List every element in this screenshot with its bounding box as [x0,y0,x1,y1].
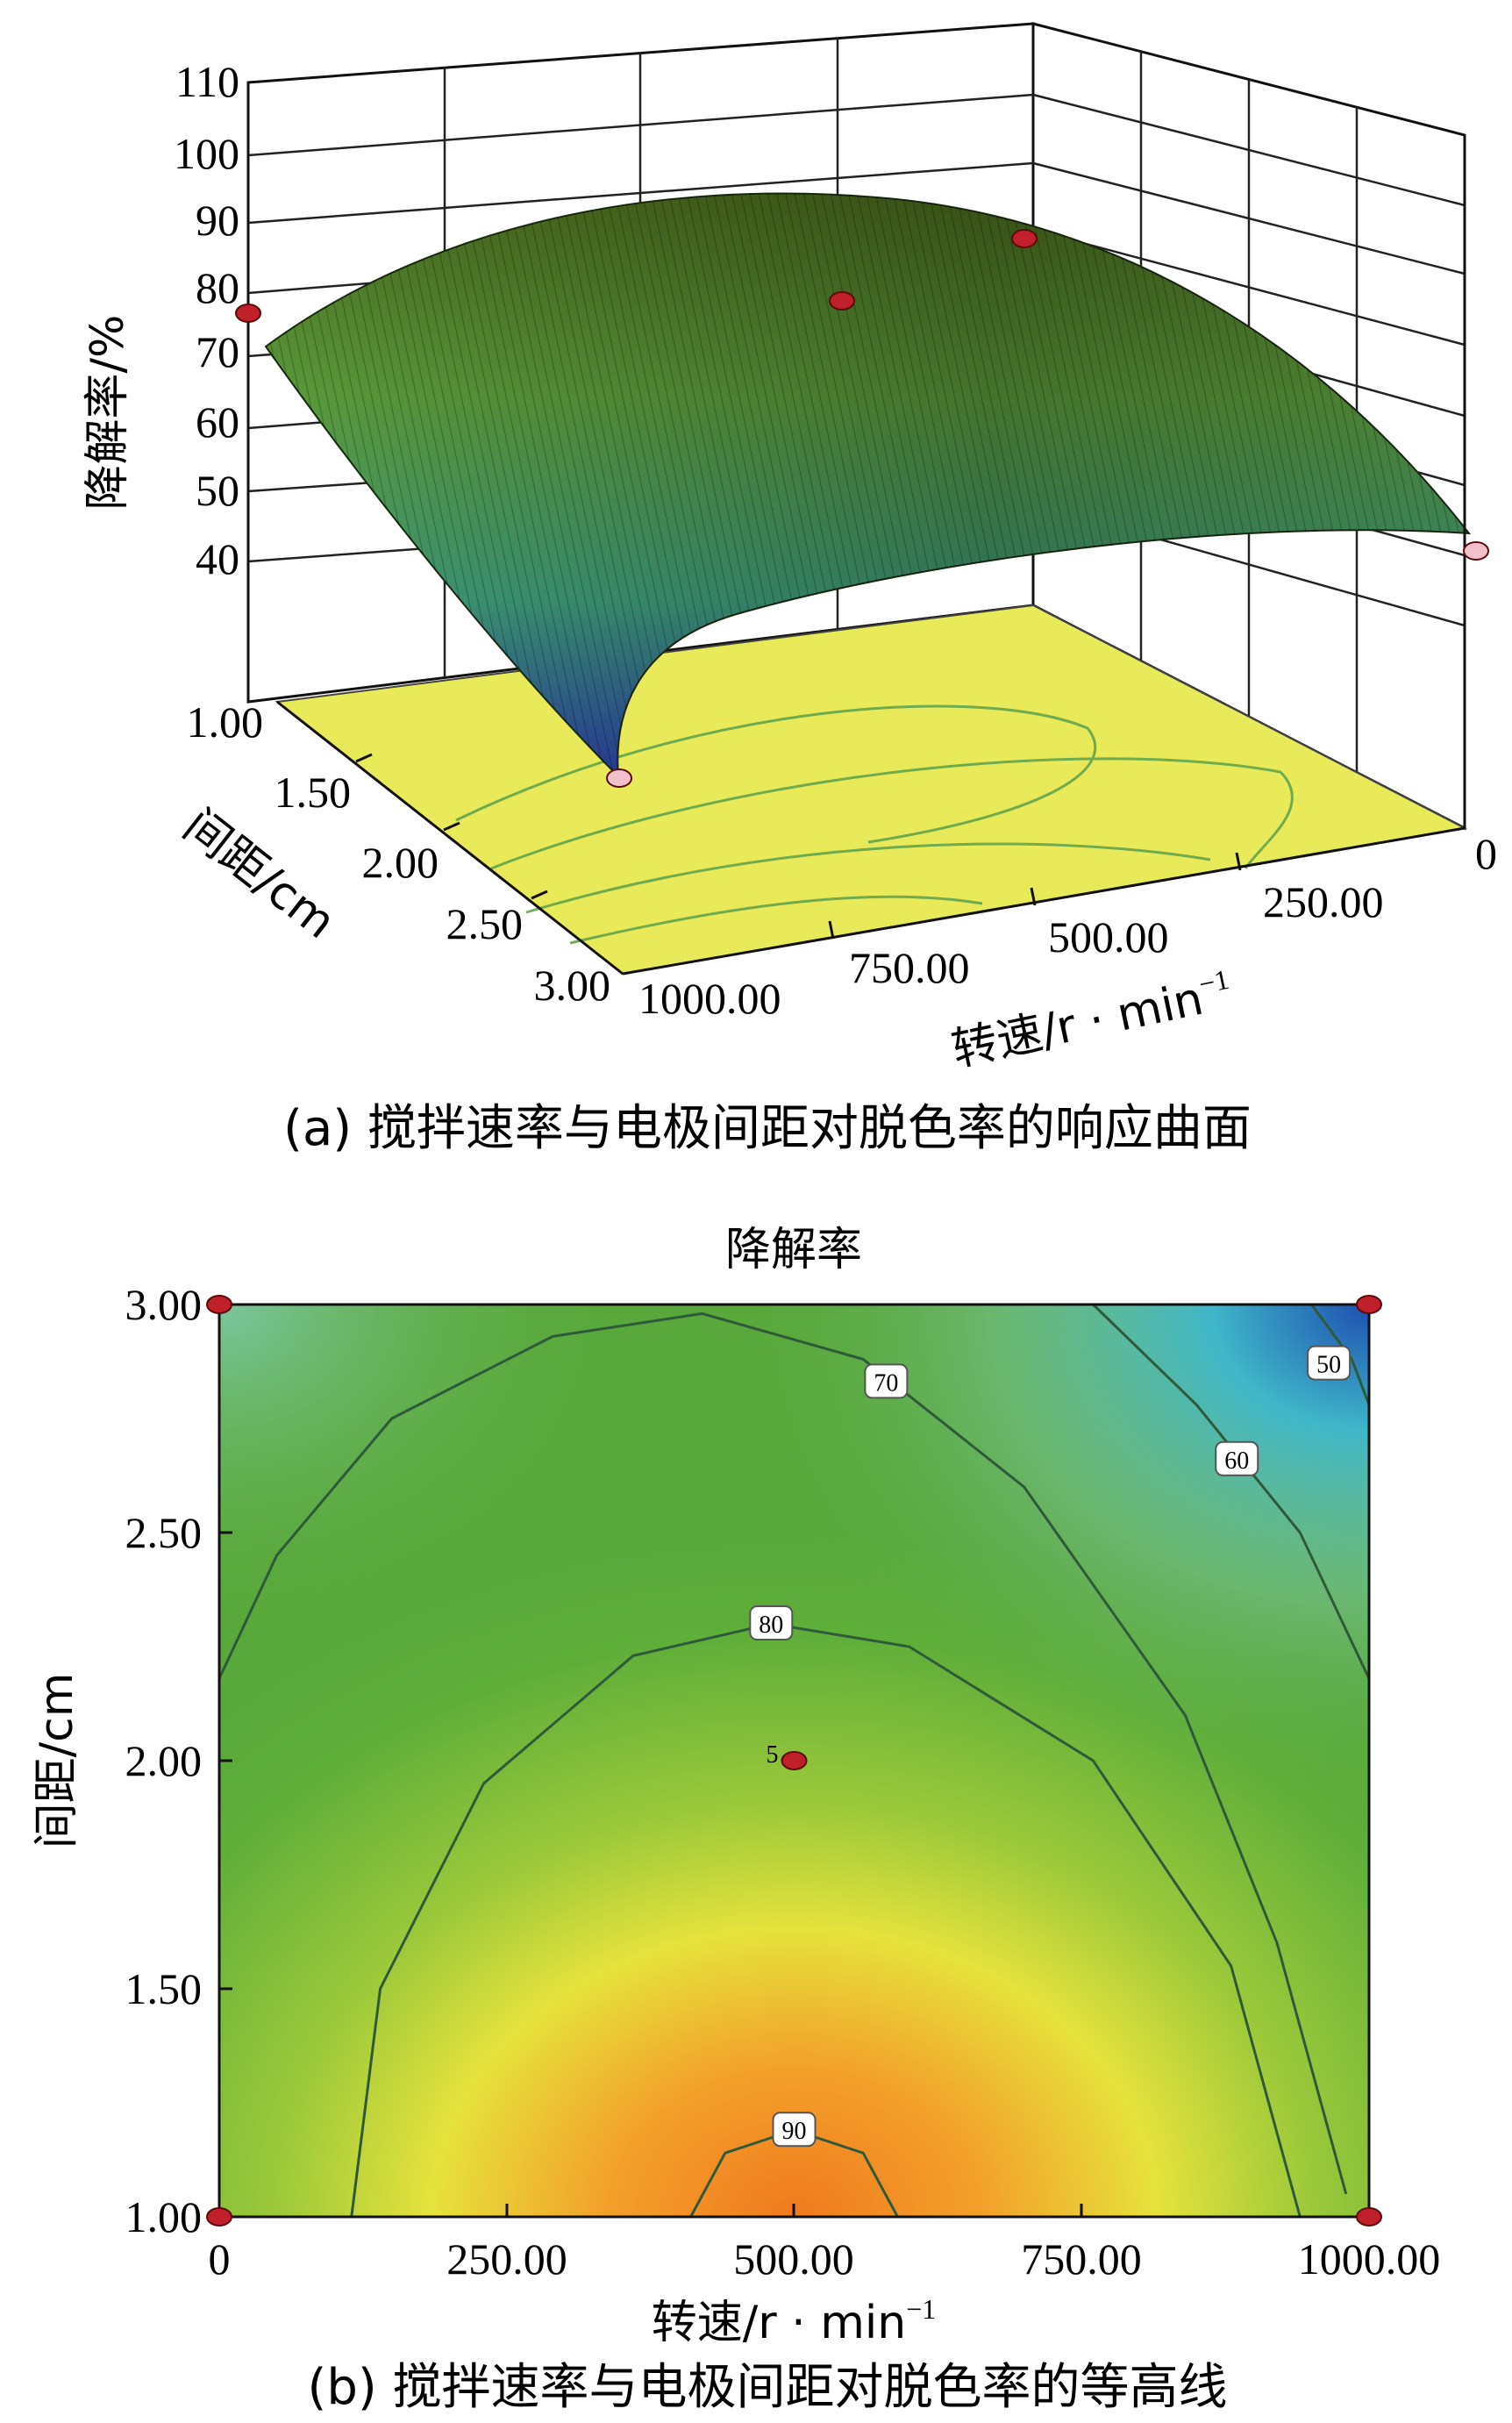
contour-line-50 [1310,1304,1371,1405]
contour-label-70: 70 [864,1363,909,1399]
y-axis-ticks-3d: 1.00 1.50 2.00 2.50 3.00 [187,697,611,1010]
x-tick: 500.00 [733,2234,854,2284]
z-tick: 40 [196,534,239,583]
panel-b: 降解率 90 80 70 60 50 5 0 250.00 500.00 750.00 … [31,1224,1440,2416]
contour-label-text: 60 [1224,1447,1249,1475]
z-axis-label: 降解率/% [82,315,134,511]
y-axis-label: 间距/cm [31,1673,83,1849]
contour-label-80: 80 [749,1605,794,1640]
x-tick: 0 [1475,829,1497,878]
x-tick: 0 [209,2234,231,2284]
design-point [1356,2207,1382,2226]
x-axis-ticks: 0 250.00 500.00 750.00 1000.00 [209,2234,1441,2284]
z-tick: 60 [196,397,239,447]
caption-a: (a) 搅拌速率与电极间距对脱色率的响应曲面 [283,1100,1252,1157]
design-point [1011,229,1038,248]
design-point [829,291,855,311]
contour-label-50: 50 [1307,1345,1352,1381]
x-tick: 250.00 [1263,877,1384,926]
caption-b: (b) 搅拌速率与电极间距对脱色率的等高线 [307,2359,1227,2416]
design-point [1356,1295,1382,1314]
panel-a: 110 100 90 80 70 60 50 40 降解率/% 1.00 1.5… [82,22,1497,1157]
y-tick: 3.00 [534,961,611,1010]
z-tick: 110 [175,57,239,106]
surface-design-points [235,229,1489,788]
design-point [235,304,261,323]
y-tick: 1.00 [187,697,264,747]
contour-label-60: 60 [1215,1440,1259,1476]
contour-title: 降解率 [725,1224,862,1276]
z-tick: 80 [196,263,239,312]
contour-labels: 90 80 70 60 50 [749,1345,1352,2148]
y-tick-marks [219,1531,232,1991]
design-point [606,768,632,788]
y-tick: 1.50 [125,1964,203,2013]
x-axis-ticks-3d: 0 250.00 500.00 750.00 1000.00 [638,829,1497,1023]
x-tick: 250.00 [446,2234,567,2284]
z-tick: 100 [174,129,239,178]
contour-label-text: 80 [759,1612,783,1639]
y-axis-label-3d: 间距/cm [174,799,345,949]
x-tick: 750.00 [849,943,970,992]
design-point [206,2207,232,2226]
z-tick: 50 [196,466,239,515]
floor-contours [455,704,1294,945]
response-surface [264,192,1472,779]
x-axis-label: 转速/r · min−1 [652,2293,937,2349]
z-axis-ticks: 110 100 90 80 70 60 50 40 [174,57,239,583]
design-point [206,1295,232,1314]
x-tick: 750.00 [1021,2234,1142,2284]
x-tick: 1000.00 [1298,2234,1441,2284]
contour-design-points: 5 [206,1295,1382,2226]
y-tick: 2.50 [446,899,524,948]
y-tick: 2.00 [362,838,439,887]
z-tick: 90 [196,196,239,245]
y-tick: 1.00 [125,2192,203,2241]
design-point [781,1751,808,1770]
contour-line-70 [218,1312,1348,2195]
y-tick: 3.00 [125,1280,203,1329]
y-tick: 1.50 [275,768,352,817]
contour-label-text: 90 [782,2118,807,2145]
y-tick: 2.00 [125,1736,203,1785]
y-axis-ticks: 3.00 2.50 2.00 1.50 1.00 [125,1280,203,2241]
y-tick: 2.50 [125,1508,203,1557]
x-tick: 1000.00 [638,974,781,1023]
contour-label-90: 90 [772,2112,817,2148]
design-point-label: 5 [767,1741,779,1769]
box-front-edges [246,82,1466,976]
x-tick-marks [505,2204,1083,2217]
x-axis-label-3d: 转速/r · min−1 [946,963,1237,1077]
design-point [1463,541,1489,561]
contour-label-text: 70 [874,1369,898,1397]
contour-label-text: 50 [1316,1352,1341,1379]
z-tick: 70 [196,327,239,376]
x-tick: 500.00 [1048,912,1169,961]
